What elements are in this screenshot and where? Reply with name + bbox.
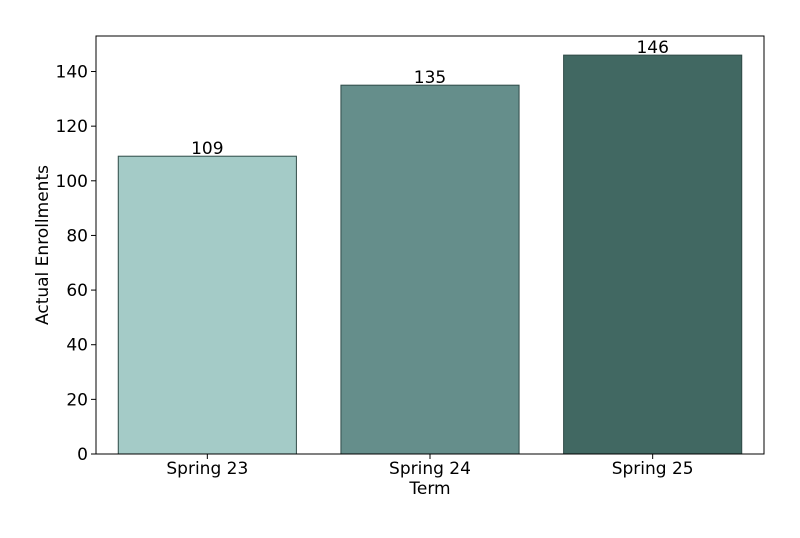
- y-tick-label: 120: [56, 117, 88, 137]
- y-tick-label: 20: [66, 390, 88, 410]
- y-tick-label: 100: [56, 172, 88, 192]
- y-tick-label: 40: [66, 336, 88, 356]
- y-tick-label: 0: [77, 445, 88, 465]
- data-label: 135: [414, 68, 446, 88]
- x-tick-label: Spring 24: [389, 459, 471, 479]
- bar-spring-24: [340, 84, 520, 455]
- data-label: 146: [636, 38, 668, 58]
- x-tick-label: Spring 23: [166, 459, 248, 479]
- y-tick-label: 80: [66, 226, 88, 246]
- x-axis-title: Term: [408, 479, 450, 499]
- x-tick-label: Spring 25: [612, 459, 694, 479]
- data-label: 109: [191, 139, 223, 159]
- y-axis: 0 20 40 60 80 100 120 140: [56, 63, 96, 465]
- y-tick-label: 140: [56, 63, 88, 83]
- bar-spring-23: [117, 155, 297, 455]
- bar-spring-25: [563, 54, 743, 455]
- data-labels: 109 135 146: [191, 38, 669, 159]
- x-axis: Spring 23 Spring 24 Spring 25: [166, 454, 694, 479]
- y-tick-label: 60: [66, 281, 88, 301]
- bars-layer: [117, 54, 743, 455]
- y-axis-title: Actual Enrollments: [33, 165, 53, 325]
